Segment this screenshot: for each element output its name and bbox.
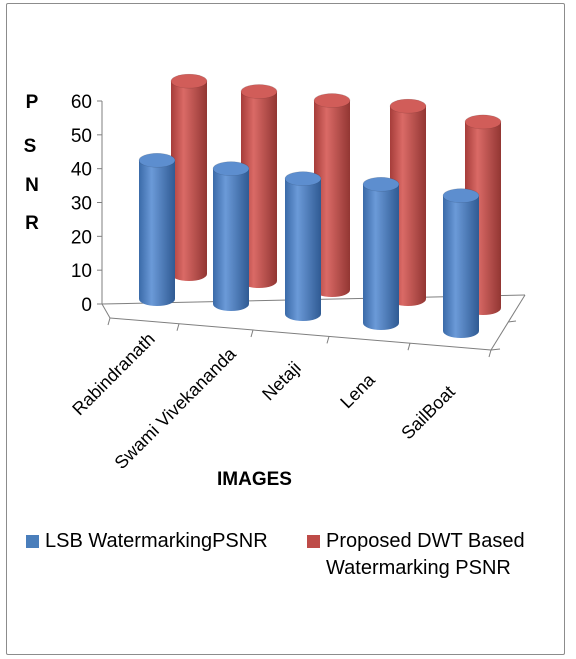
x-category-label: Netaji [258,358,305,405]
y-tick-label: 0 [81,295,92,316]
bar-blue-4-top [442,188,480,203]
x-category-label: Rabindranath [68,329,159,420]
bar-red-1-body [241,91,277,289]
depth-tick-mark [507,320,517,323]
bar-blue-4 [442,188,480,338]
legend-label: LSB WatermarkingPSNR [45,530,268,552]
bar-red-2-body [314,100,350,298]
x-category-label: SailBoat [397,382,459,444]
bar-red-1-top [240,84,278,99]
y-tick-label: 50 [71,126,92,147]
bar-blue-0 [138,152,176,306]
bar-blue-3-body [363,184,399,330]
bar-blue-3-top [362,176,400,192]
chart-bars [138,73,502,338]
x-tick-mark [488,349,492,358]
y-axis-label: N [25,175,39,196]
x-tick-mark [176,323,180,331]
bar-blue-2-top [284,171,322,186]
x-tick-mark [107,317,111,326]
legend-swatch [26,535,39,548]
legend-label: Proposed DWT Based Watermarking PSNR [326,530,525,579]
bar-red-2 [313,93,351,298]
x-tick-mark [326,336,330,344]
bar-red-2-top [313,93,351,108]
y-tick-label: 60 [71,92,92,113]
bar-blue-0-body [139,160,175,306]
bar-red-1 [240,84,278,289]
y-axis-label: S [24,136,37,157]
bar-blue-2 [284,171,322,321]
x-category-label: Lena [336,369,379,412]
bar-blue-1 [212,161,250,311]
bar-blue-1-top [212,161,250,176]
bar-red-0 [170,73,208,282]
bar-red-0-body [171,81,207,282]
legend-swatch [307,535,320,548]
x-tick-mark [407,343,411,351]
floor-right-edge [490,294,526,351]
x-axis-label: IMAGES [217,469,292,490]
legend-item: Proposed DWT Based Watermarking PSNR [307,528,565,618]
y-tick-label: 10 [71,261,92,282]
bar-red-3-top [389,98,427,114]
y-axis-label: P [26,92,39,113]
bar-blue-4-body [443,195,479,338]
y-tick-label: 30 [71,194,92,215]
x-axis-line [109,317,492,351]
x-tick-mark [250,329,254,338]
bar-blue-0-top [138,152,176,168]
floor-left-edge [101,303,111,319]
bar-blue-3 [362,176,400,330]
y-tick-label: 40 [71,160,92,181]
legend-item: LSB WatermarkingPSNR [26,528,281,618]
bar-red-4-top [464,114,502,130]
bar-red-0-top [170,73,208,89]
bar-blue-1-body [213,168,249,311]
y-axis-label: R [25,213,39,234]
y-tick-label: 20 [71,227,92,248]
depth-tick-mark [490,348,501,351]
bar-blue-2-body [285,178,321,321]
